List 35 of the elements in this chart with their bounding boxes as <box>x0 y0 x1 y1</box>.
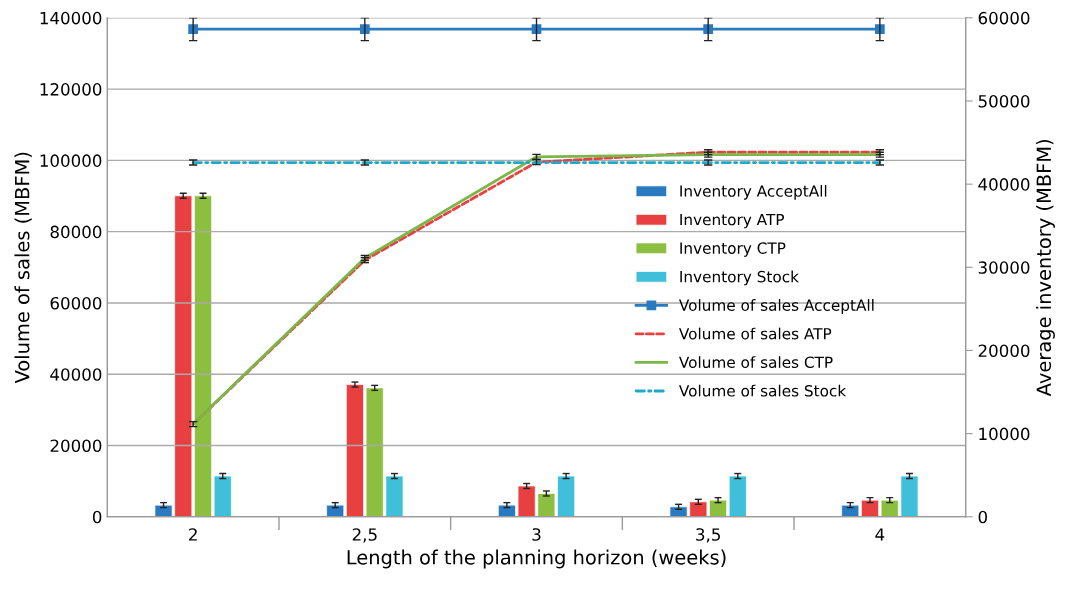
y2-tick-label: 40000 <box>978 178 1030 191</box>
x-tick-label: 2 <box>189 528 197 541</box>
legend-label: Inventory Stock <box>680 270 799 286</box>
legend-label: Volume of sales Stock <box>678 384 847 397</box>
y-tick-label: 0 <box>92 510 102 524</box>
y-tick-label: 20000 <box>50 439 102 453</box>
bar <box>841 504 860 517</box>
y2-tick-label: 20000 <box>978 344 1030 358</box>
bar <box>728 475 747 517</box>
x-axis-title: Length of the planning horizon (weeks) <box>347 549 726 569</box>
y-tick-label: 100000 <box>40 154 102 167</box>
y-tick-label: 40000 <box>50 368 102 381</box>
x-tick-label: 2,5 <box>352 528 377 543</box>
x-tick-label: 3 <box>532 528 541 541</box>
y2-tick-label: 10000 <box>979 427 1030 441</box>
y-tick-label: 80000 <box>50 225 102 239</box>
y2-tick-label: 30000 <box>978 261 1030 274</box>
x-tick-label: 3,5 <box>696 528 720 543</box>
y-axis-title: Volume of sales (MBFM) <box>14 152 32 384</box>
y2-axis-title: Average inventory (MBFM) <box>1036 139 1055 397</box>
x-tick-label: 4 <box>875 528 885 541</box>
legend-label: Inventory ATP <box>680 213 784 229</box>
y-tick-label: 120000 <box>40 83 102 96</box>
bar <box>326 504 345 517</box>
y-tick-label: 60000 <box>50 296 102 310</box>
legend-label: Inventory CTP <box>680 242 786 257</box>
y-tick-label: 140000 <box>40 11 102 25</box>
bar <box>213 475 232 517</box>
legend-label: Volume of sales ATP <box>678 327 832 340</box>
y2-tick-label: 60000 <box>978 11 1030 25</box>
legend-label: Volume of sales AcceptAll <box>678 299 874 314</box>
y2-tick-label: 0 <box>978 510 987 524</box>
legend-label: Inventory AcceptAll <box>680 184 827 200</box>
y2-tick-label: 50000 <box>978 94 1030 108</box>
legend-label: Volume of sales CTP <box>678 356 833 369</box>
